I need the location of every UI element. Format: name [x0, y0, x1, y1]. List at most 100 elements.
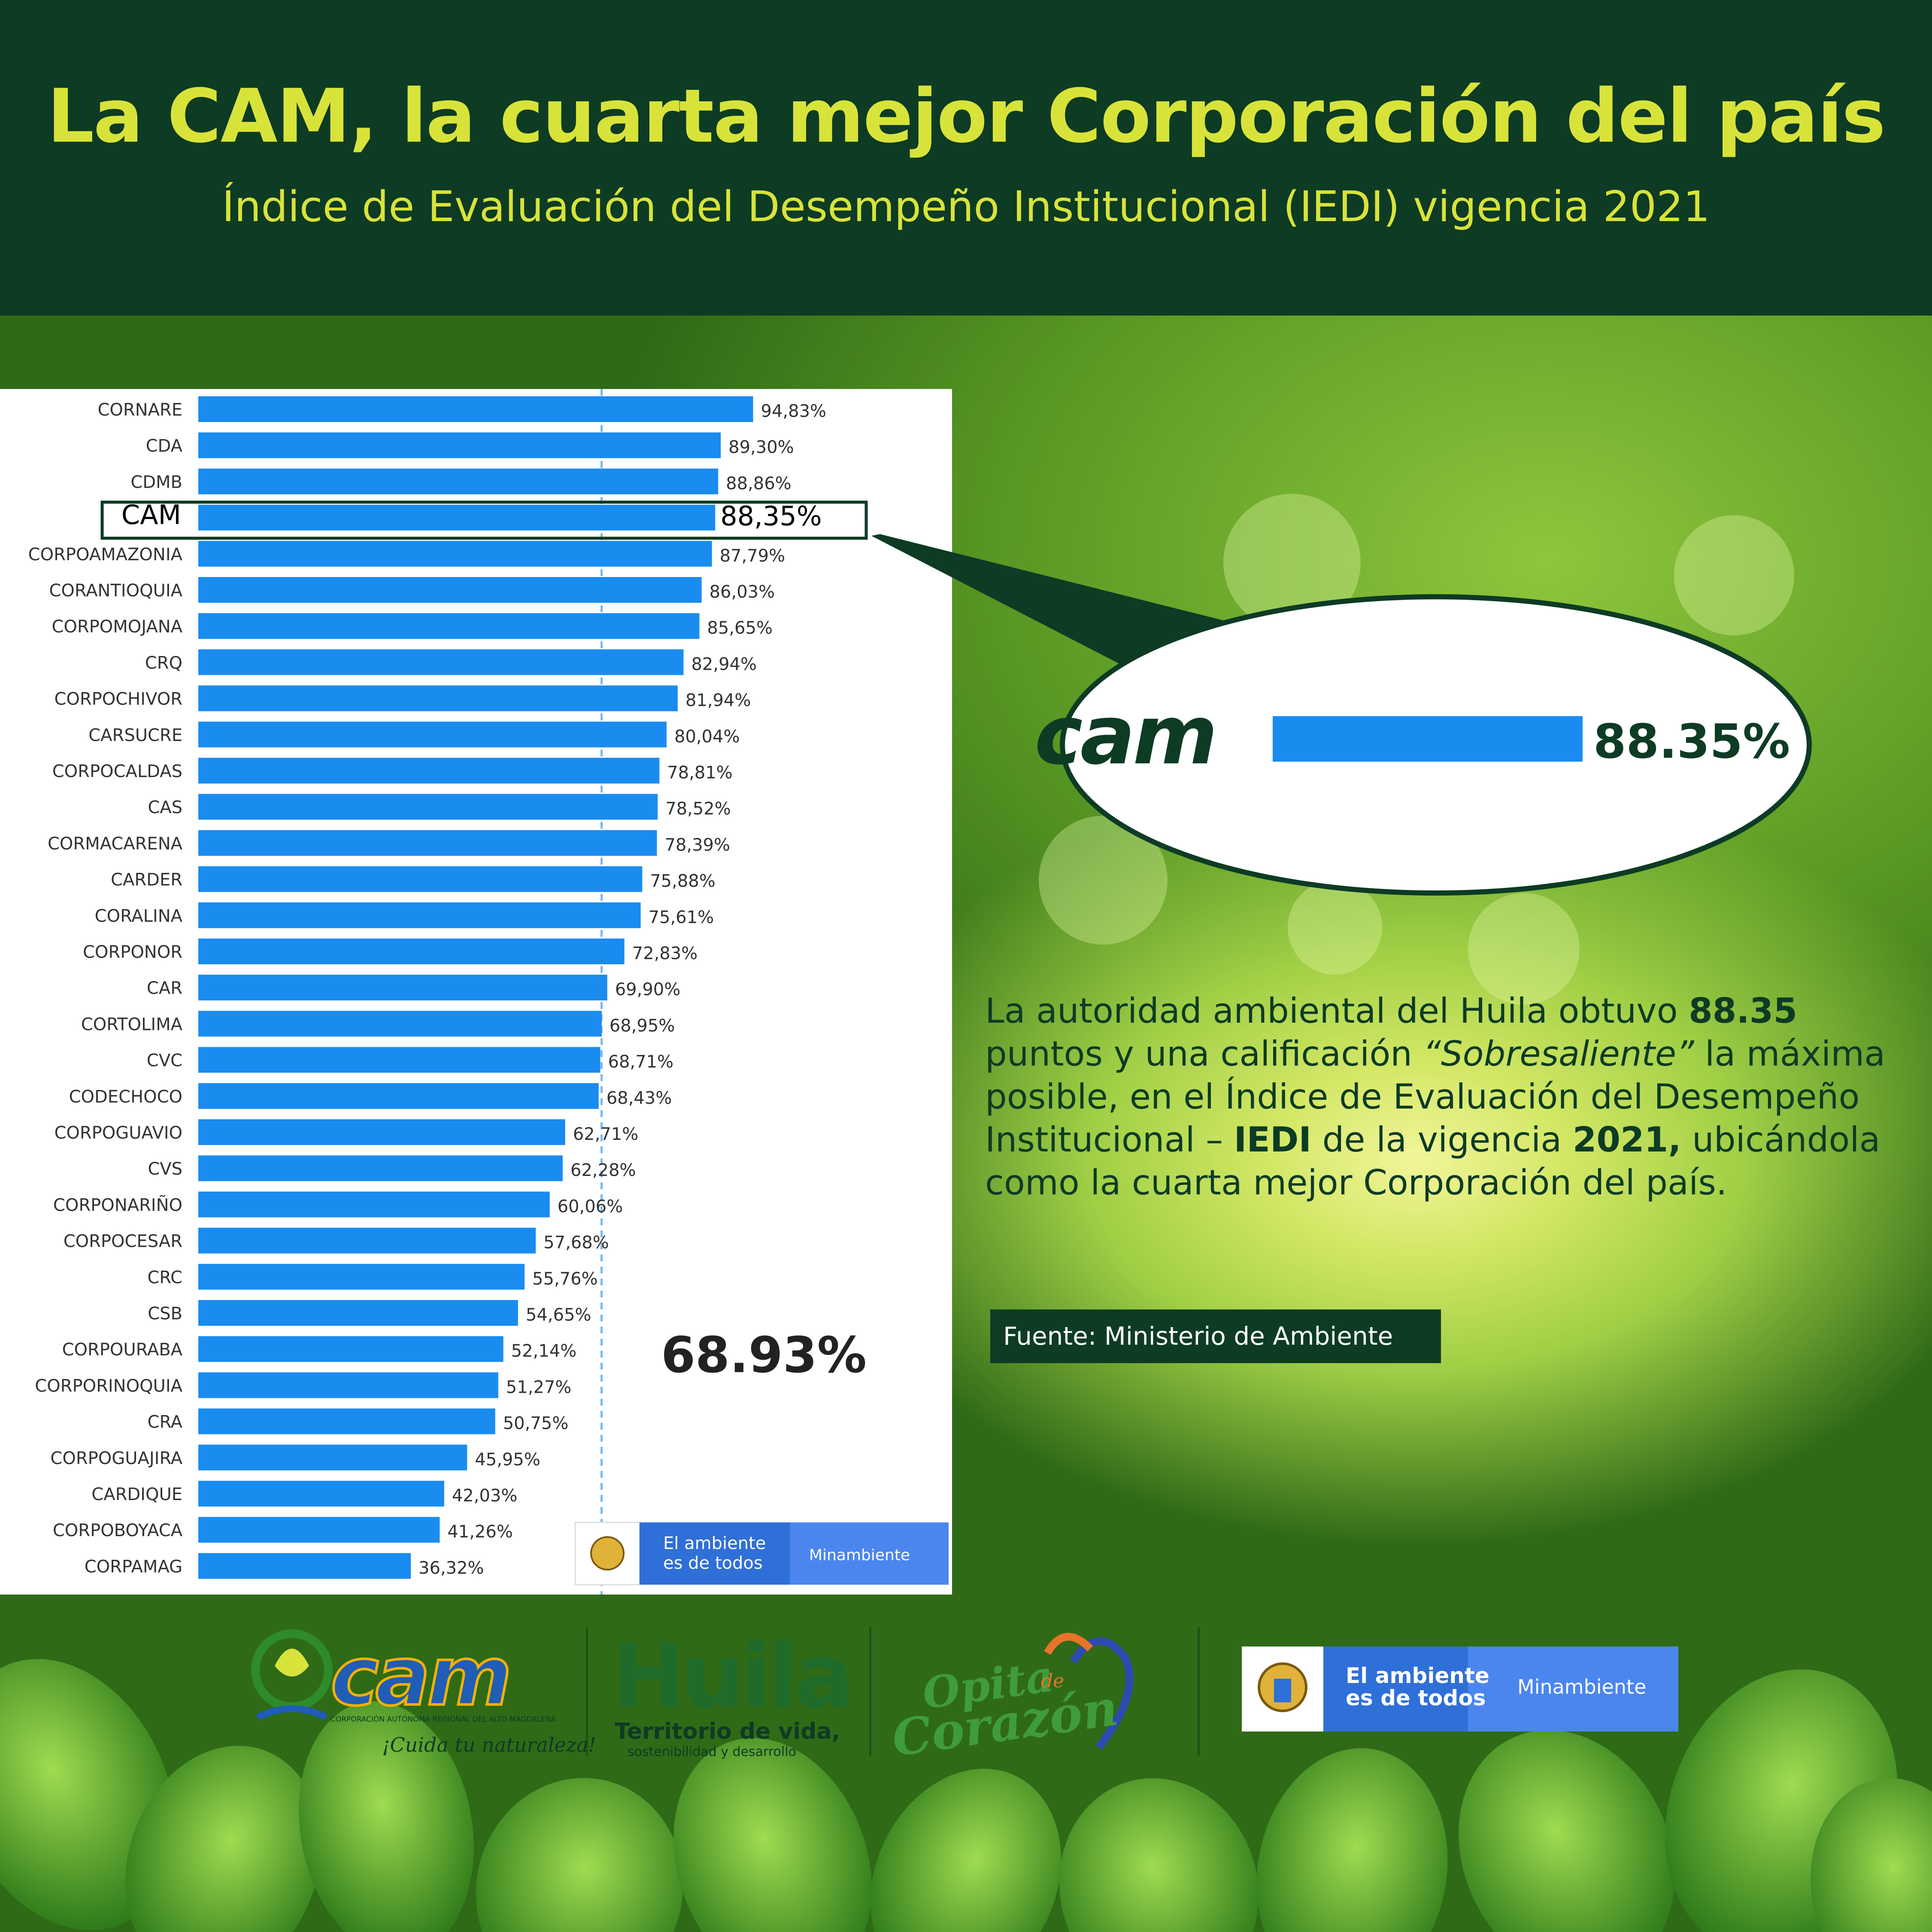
bar-cardique: [198, 1481, 444, 1507]
bar-codechoco: [198, 1083, 599, 1109]
body-iedi: IEDI: [1234, 1120, 1312, 1160]
category-label: CORPOAMAZONIA: [28, 545, 183, 565]
leaf: [476, 1778, 683, 1932]
bar-cda: [198, 432, 721, 459]
leaf: [870, 1768, 1061, 1932]
category-label: CVS: [148, 1159, 182, 1179]
leaf: [0, 1659, 176, 1930]
chart-badge-ministry: Minambiente: [809, 1546, 910, 1564]
minambiente-line2: es de todos: [1346, 1686, 1486, 1710]
category-label: CORPOURABA: [62, 1340, 183, 1360]
callout-bar: [1273, 716, 1583, 762]
category-label: CORPORINOQUIA: [35, 1376, 182, 1396]
huila-logo: Huila Territorio de vida, sostenibilidad…: [612, 1625, 854, 1759]
bar-corpocaldas: [198, 758, 660, 784]
value-label: 68,43%: [607, 1088, 672, 1108]
cam-emblem-wave-icon: [256, 1705, 328, 1721]
bar-corantioquia: [198, 577, 702, 603]
category-label: CDA: [146, 436, 183, 456]
minambiente-logo-lightblue: [1468, 1646, 1678, 1732]
logo-divider: [869, 1627, 871, 1756]
page-subtitle: Índice de Evaluación del Desempeño Insti…: [222, 182, 1710, 231]
value-label: 72,83%: [632, 944, 698, 963]
category-label: CARDIQUE: [91, 1485, 182, 1504]
minambiente-logo-blue: [1323, 1646, 1495, 1732]
huila-logo-wordmark: Huila: [612, 1625, 850, 1728]
bar-cdmb: [198, 468, 719, 495]
bokeh-light: [1288, 880, 1382, 975]
bar-corpocesar: [198, 1227, 536, 1254]
bar-carder: [198, 866, 643, 892]
body-text-1: La autoridad ambiental del Huila obtuvo: [985, 991, 1689, 1031]
category-label: CVC: [147, 1051, 182, 1071]
leaf: [673, 1738, 872, 1932]
bar-cvc: [198, 1047, 601, 1073]
category-label: CORANTIOQUIA: [49, 581, 182, 601]
logo-divider: [586, 1627, 588, 1756]
body-score: 88.35: [1689, 991, 1798, 1031]
bar-corpoguavio: [198, 1119, 565, 1145]
cam-emblem-leaf-icon: [275, 1649, 309, 1677]
value-label: 88,35%: [720, 501, 822, 532]
body-text-4: de la vigencia: [1311, 1120, 1573, 1160]
body-paragraph: La autoridad ambiental del Huila obtuvo …: [985, 990, 1908, 1204]
value-label: 36,32%: [419, 1558, 484, 1578]
category-label: CAR: [147, 978, 182, 998]
minambiente-line1: El ambiente: [1346, 1663, 1489, 1688]
value-label: 54,65%: [526, 1305, 591, 1325]
huila-logo-line2: sostenibilidad y desarrollo: [628, 1744, 796, 1759]
body-text-3: la máxima posible, en el Índice de Evalu…: [985, 1034, 1886, 1160]
bar-cam: [198, 504, 716, 531]
cam-logo-wordmark: cam: [331, 1629, 509, 1724]
chart-badge-line1: El ambiente: [663, 1534, 766, 1553]
category-label: CORPOMOJANA: [52, 617, 182, 637]
value-label: 86,03%: [710, 582, 775, 602]
value-label: 81,94%: [685, 691, 751, 711]
huila-logo-line1: Territorio de vida,: [615, 1719, 840, 1744]
value-label: 87,79%: [720, 546, 786, 566]
heart-swirl-icon: [1044, 1633, 1093, 1655]
category-label: CAM: [121, 499, 181, 531]
bar-coralina: [198, 902, 641, 928]
minambiente-ministry: Minambiente: [1517, 1675, 1646, 1698]
bar-cra: [198, 1408, 495, 1434]
callout-cam-logo: cam: [1034, 688, 1215, 783]
value-label: 69,90%: [615, 980, 681, 999]
value-label: 85,65%: [707, 618, 773, 638]
category-label: CORPAMAG: [85, 1557, 182, 1577]
bar-cvs: [198, 1155, 563, 1182]
logo-divider: [1198, 1627, 1200, 1756]
chart-badge-line2: es de todos: [663, 1553, 763, 1573]
category-label: CORPONARIÑO: [53, 1194, 182, 1215]
leaf: [1256, 1748, 1448, 1932]
chart-badge-lightblue: [790, 1522, 949, 1585]
callout-value-label: 88.35%: [1593, 714, 1790, 769]
category-label: CORPONOR: [83, 942, 182, 962]
category-label: CARSUCRE: [88, 726, 182, 745]
category-label: CORMACARENA: [48, 834, 183, 854]
cam-logo-tagline: CORPORACIÓN AUTÓNOMA REGIONAL DEL ALTO M…: [331, 1714, 556, 1724]
bar-corpouraba: [198, 1336, 503, 1362]
category-label: CODECHOCO: [69, 1087, 182, 1107]
value-label: 57,68%: [543, 1233, 609, 1253]
value-label: 89,30%: [728, 437, 794, 457]
bar-corponariño: [198, 1191, 550, 1218]
leaf: [125, 1746, 321, 1932]
bar-crq: [198, 649, 684, 675]
bar-corpamag: [198, 1553, 411, 1579]
value-label: 75,61%: [649, 908, 714, 927]
value-label: 51,27%: [506, 1377, 572, 1397]
source-label: Fuente: Ministerio de Ambiente: [990, 1309, 1441, 1363]
bar-corpoamazonia: [198, 541, 712, 567]
category-label: CSB: [148, 1304, 182, 1324]
value-label: 62,71%: [573, 1124, 639, 1144]
category-label: CORPOBOYACA: [53, 1521, 183, 1540]
bar-corporinoquia: [198, 1372, 498, 1398]
category-label: CORNARE: [97, 400, 182, 420]
value-label: 55,76%: [532, 1269, 598, 1289]
category-label: CORPOCHIVOR: [54, 690, 182, 709]
minambiente-logo: El ambiente es de todos Minambiente: [1242, 1646, 1678, 1732]
reference-value-label: 68.93%: [661, 1327, 867, 1384]
leaf: [1810, 1778, 1932, 1932]
